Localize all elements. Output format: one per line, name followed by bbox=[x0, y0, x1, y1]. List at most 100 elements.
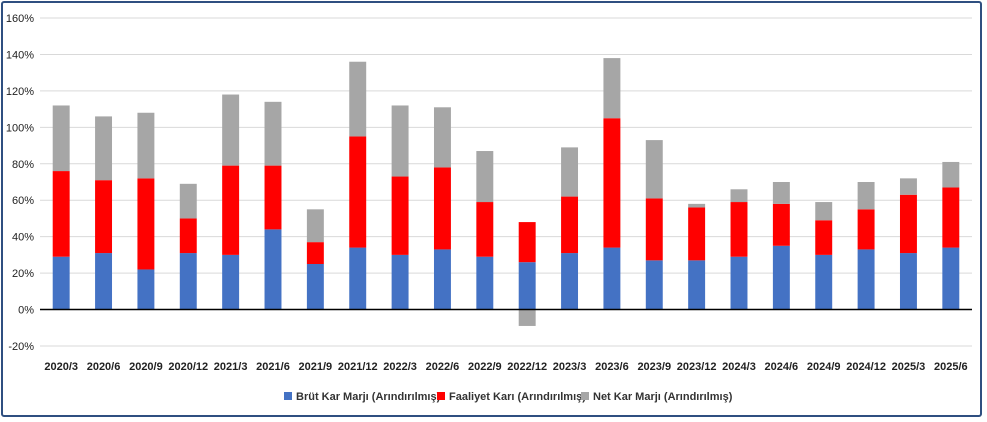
bar-segment-2 bbox=[645, 198, 663, 261]
bar-segment-1 bbox=[306, 264, 324, 310]
x-tick-label: 2023/12 bbox=[677, 361, 717, 373]
y-tick-label: 120% bbox=[6, 86, 34, 98]
x-tick-label: 2020/6 bbox=[87, 361, 121, 373]
legend-swatch bbox=[284, 392, 292, 400]
y-axis-tick-labels: -20% 0% 20% 40% 60% 80% 100% 120% 140% 160% bbox=[6, 13, 34, 353]
bar-segment-2 bbox=[306, 242, 324, 264]
bar-segment-3 bbox=[518, 309, 536, 326]
x-tick-label: 2023/9 bbox=[637, 361, 671, 373]
bar-segment-2 bbox=[264, 165, 282, 230]
bar-segment-2 bbox=[433, 167, 451, 250]
bar-segment-1 bbox=[137, 269, 155, 310]
y-tick-label: 100% bbox=[6, 122, 34, 134]
x-tick-label: 2020/12 bbox=[168, 361, 208, 373]
x-tick-label: 2024/12 bbox=[846, 361, 886, 373]
x-tick-label: 2025/6 bbox=[934, 361, 968, 373]
x-tick-label: 2024/9 bbox=[807, 361, 841, 373]
y-tick-label: 160% bbox=[6, 13, 34, 25]
bar-segment-3 bbox=[476, 151, 494, 203]
bar-segment-3 bbox=[730, 189, 748, 203]
bar-segment-1 bbox=[179, 253, 197, 310]
bar-segment-2 bbox=[730, 202, 748, 257]
bar-segment-3 bbox=[95, 116, 113, 181]
bar-segment-3 bbox=[137, 112, 155, 179]
x-tick-label: 2021/9 bbox=[299, 361, 333, 373]
bar-segment-3 bbox=[815, 202, 833, 221]
bar-segment-2 bbox=[688, 207, 706, 261]
bar-segment-2 bbox=[476, 202, 494, 257]
x-tick-label: 2020/3 bbox=[44, 361, 78, 373]
bar-segment-2 bbox=[137, 178, 155, 270]
bar-segment-1 bbox=[688, 260, 706, 310]
bar-segment-3 bbox=[857, 182, 875, 210]
bar-segment-3 bbox=[561, 147, 579, 197]
bar-segment-3 bbox=[222, 94, 240, 166]
bar-segment-2 bbox=[52, 171, 70, 257]
bar-segment-3 bbox=[772, 182, 790, 204]
bar-segment-2 bbox=[942, 187, 960, 248]
x-tick-label: 2022/12 bbox=[507, 361, 547, 373]
legend-label: Brüt Kar Marjı (Arındırılmış) bbox=[296, 391, 441, 403]
bar-segment-3 bbox=[264, 101, 282, 166]
y-tick-label: 140% bbox=[6, 49, 34, 61]
x-tick-label: 2025/3 bbox=[892, 361, 926, 373]
legend: Brüt Kar Marjı (Arındırılmış) Faaliyet Ka… bbox=[284, 391, 733, 403]
bar-segment-3 bbox=[306, 209, 324, 243]
bar-segment-3 bbox=[391, 105, 409, 177]
y-tick-label: 20% bbox=[12, 268, 34, 280]
bar-segment-2 bbox=[391, 176, 409, 255]
bar-segment-3 bbox=[52, 105, 70, 172]
bar-segment-1 bbox=[433, 249, 451, 310]
bar-segment-1 bbox=[476, 256, 494, 310]
x-tick-label: 2021/6 bbox=[256, 361, 290, 373]
bar-segment-2 bbox=[222, 165, 240, 255]
legend-label: Faaliyet Karı (Arındırılmış) bbox=[449, 391, 586, 403]
bar-segment-1 bbox=[645, 260, 663, 310]
y-tick-label: 0% bbox=[18, 305, 34, 317]
bar-segment-3 bbox=[603, 58, 621, 119]
bar-segment-2 bbox=[349, 136, 367, 248]
y-tick-label: 80% bbox=[12, 159, 34, 171]
x-tick-label: 2023/3 bbox=[553, 361, 587, 373]
x-tick-label: 2020/9 bbox=[129, 361, 163, 373]
bar-segment-1 bbox=[95, 253, 113, 310]
bar-segment-3 bbox=[942, 161, 960, 188]
bar-segment-1 bbox=[942, 247, 960, 310]
x-axis-tick-labels: 2020/3 2020/6 2020/9 2020/12 2021/3 2021/6 202… bbox=[44, 361, 967, 373]
bar-segment-3 bbox=[349, 61, 367, 137]
bar-segment-1 bbox=[899, 253, 917, 310]
bar-segment-3 bbox=[179, 183, 197, 219]
bar-segment-2 bbox=[179, 218, 197, 254]
x-tick-label: 2021/3 bbox=[214, 361, 248, 373]
x-tick-label: 2022/6 bbox=[426, 361, 460, 373]
bar-segment-2 bbox=[95, 180, 113, 254]
bar-segment-3 bbox=[645, 140, 663, 199]
bar-segment-3 bbox=[688, 203, 706, 208]
y-tick-label: -20% bbox=[8, 341, 34, 353]
x-tick-label: 2022/9 bbox=[468, 361, 502, 373]
x-tick-label: 2021/12 bbox=[338, 361, 378, 373]
bar-segment-1 bbox=[603, 247, 621, 310]
bar-segment-1 bbox=[349, 247, 367, 310]
bar-segment-2 bbox=[899, 194, 917, 254]
bar-segment-1 bbox=[857, 249, 875, 310]
bar-segment-1 bbox=[52, 256, 70, 310]
x-tick-label: 2024/3 bbox=[722, 361, 756, 373]
bar-segment-2 bbox=[561, 196, 579, 254]
legend-label: Net Kar Marjı (Arındırılmış) bbox=[593, 391, 733, 403]
y-tick-label: 60% bbox=[12, 195, 34, 207]
bar-segment-1 bbox=[815, 254, 833, 310]
x-tick-label: 2022/3 bbox=[383, 361, 417, 373]
bar-segment-1 bbox=[264, 229, 282, 310]
bar-segment-1 bbox=[772, 245, 790, 310]
y-tick-label: 40% bbox=[12, 232, 34, 244]
bar-segment-1 bbox=[730, 256, 748, 310]
bar-segment-3 bbox=[899, 178, 917, 195]
bar-segment-2 bbox=[518, 222, 536, 263]
bar-segment-2 bbox=[772, 203, 790, 246]
bar-segment-2 bbox=[815, 220, 833, 255]
bar-segment-2 bbox=[603, 118, 621, 248]
x-tick-label: 2024/6 bbox=[765, 361, 799, 373]
bar-segment-1 bbox=[518, 262, 536, 310]
